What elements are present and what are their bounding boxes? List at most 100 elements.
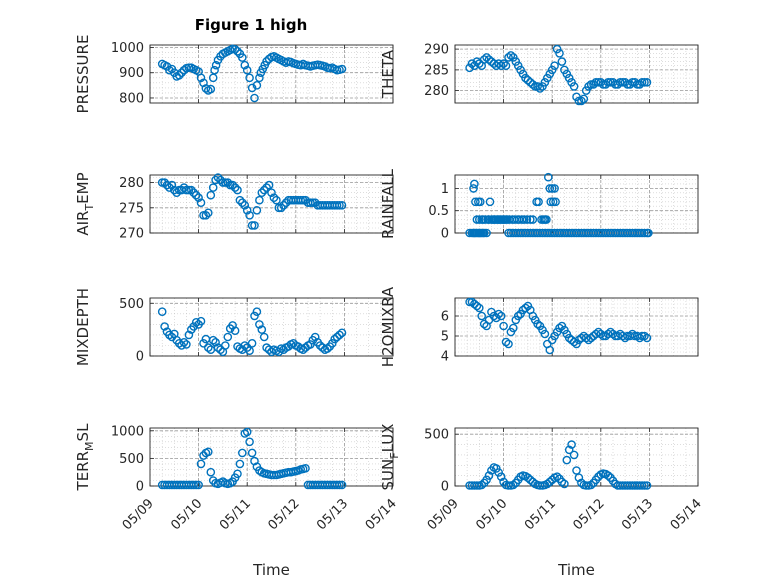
data-point — [535, 84, 545, 93]
data-point — [569, 337, 579, 347]
data-point — [235, 195, 245, 205]
data-point — [574, 473, 584, 483]
data-point — [557, 477, 567, 487]
data-point — [223, 178, 233, 187]
data-point — [276, 203, 286, 213]
y-tick-label: 0.5 — [428, 204, 449, 219]
data-series — [157, 427, 347, 490]
data-point — [545, 184, 555, 193]
data-point — [482, 475, 491, 485]
data-point — [547, 65, 557, 75]
data-point — [182, 185, 191, 195]
data-series — [465, 440, 652, 490]
data-point — [508, 480, 518, 490]
data-point — [252, 307, 262, 317]
y-tick-label: 0 — [441, 480, 449, 495]
data-point — [252, 205, 262, 215]
data-point — [189, 480, 198, 490]
data-point — [310, 332, 320, 342]
data-point — [242, 205, 252, 215]
data-point — [257, 188, 267, 197]
data-point — [162, 180, 172, 190]
data-series — [465, 297, 652, 355]
data-point — [230, 183, 240, 192]
data-point — [199, 338, 208, 348]
data-point — [194, 480, 203, 490]
data-point — [540, 329, 550, 339]
data-point — [184, 330, 194, 340]
data-point — [252, 81, 262, 90]
data-point — [274, 203, 284, 213]
data-point — [160, 322, 169, 331]
data-point — [569, 450, 579, 460]
y-tick-label: 5 — [441, 330, 449, 345]
y-axis-label: SUNFLUX — [379, 424, 401, 491]
y-axis-label: AIRTEMP — [74, 172, 96, 235]
data-point — [581, 481, 591, 490]
data-point — [245, 437, 254, 447]
data-point — [157, 307, 167, 317]
data-point — [233, 185, 242, 195]
data-point — [240, 200, 250, 210]
y-tick-label: 1 — [441, 182, 449, 197]
data-point — [637, 228, 647, 238]
data-point — [640, 78, 649, 87]
data-point — [196, 316, 206, 326]
data-point — [247, 221, 257, 230]
data-point — [182, 340, 191, 349]
data-point — [184, 63, 194, 72]
data-point — [472, 481, 482, 490]
data-point — [337, 480, 347, 490]
data-point — [279, 200, 288, 210]
data-point — [208, 335, 218, 345]
data-point — [208, 183, 218, 192]
data-point — [191, 317, 201, 327]
data-point — [165, 183, 174, 192]
data-point — [174, 71, 184, 80]
data-point — [323, 344, 332, 353]
data-point — [330, 334, 340, 344]
data-point — [471, 197, 480, 207]
data-point — [477, 311, 487, 321]
y-tick-label: 0 — [136, 480, 144, 495]
data-point — [242, 65, 252, 75]
data-point — [269, 193, 279, 202]
data-point — [640, 481, 649, 490]
y-tick-label: 280 — [119, 176, 144, 191]
data-point — [544, 172, 553, 182]
data-point — [465, 63, 474, 73]
subplot-theta: 280 285 290 THETA — [379, 43, 699, 106]
data-point — [501, 337, 511, 347]
data-point — [327, 338, 337, 348]
data-point — [555, 323, 564, 333]
data-point — [637, 78, 647, 87]
data-point — [272, 195, 281, 205]
data-point — [493, 215, 503, 224]
data-point — [579, 94, 589, 104]
data-point — [577, 96, 586, 106]
data-series — [157, 307, 347, 357]
data-point — [298, 195, 308, 205]
data-point — [245, 346, 254, 356]
data-point — [315, 341, 325, 350]
data-point — [337, 64, 347, 74]
data-point — [494, 309, 504, 319]
data-point — [247, 338, 257, 348]
data-point — [259, 332, 269, 342]
y-tick-label: 285 — [424, 63, 449, 78]
data-point — [216, 345, 225, 355]
data-point — [301, 463, 310, 473]
data-point — [482, 228, 491, 238]
data-point — [550, 61, 559, 70]
data-point — [233, 47, 242, 56]
data-point — [477, 215, 487, 224]
data-point — [230, 45, 240, 54]
data-point — [501, 61, 511, 70]
y-axis-label: THETA — [379, 49, 397, 99]
data-point — [262, 57, 271, 66]
y-tick-label: 1000 — [111, 424, 144, 439]
data-point — [196, 459, 206, 469]
data-point — [262, 183, 271, 192]
data-point — [172, 188, 181, 197]
